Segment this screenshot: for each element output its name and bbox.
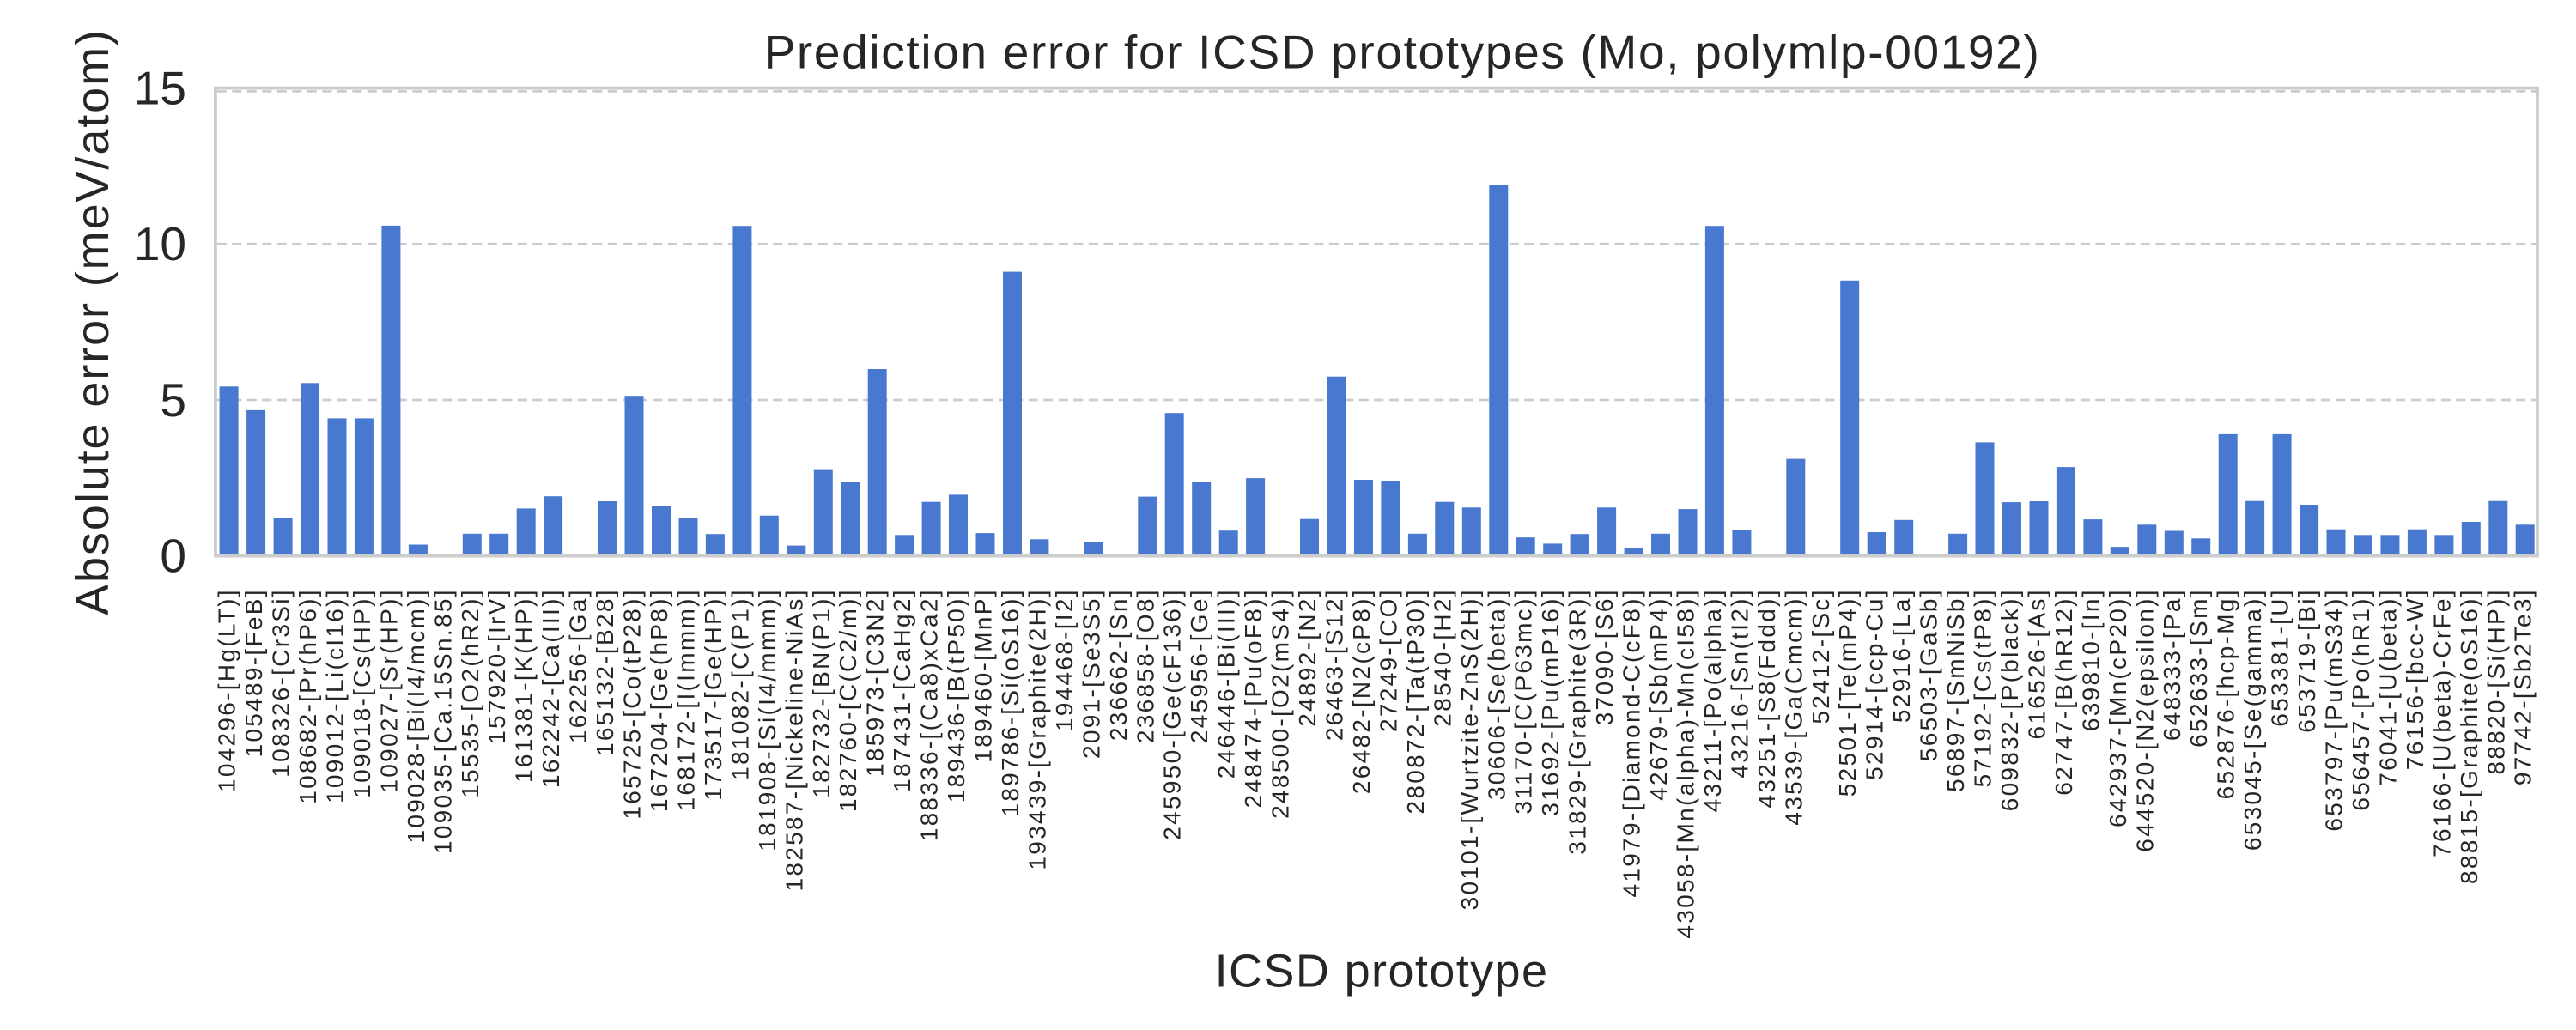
svg-text:248500-[O2(mS4)]: 248500-[O2(mS4)]: [1267, 588, 1294, 819]
svg-text:108682-[Pr(hP6)]: 108682-[Pr(hP6)]: [295, 588, 321, 804]
svg-text:162256-[Ga]: 162256-[Ga]: [565, 588, 592, 743]
svg-text:639810-[In]: 639810-[In]: [2077, 588, 2104, 731]
svg-text:182587-[Nickeline-NiAs]: 182587-[Nickeline-NiAs]: [781, 588, 807, 891]
svg-text:43058-[Mn(alpha)-Mn(cI58)]: 43058-[Mn(alpha)-Mn(cI58)]: [1673, 588, 1699, 938]
svg-text:43211-[Po(alpha)]: 43211-[Po(alpha)]: [1699, 588, 1726, 812]
svg-text:27249-[CO]: 27249-[CO]: [1375, 588, 1401, 732]
svg-text:105489-[FeB]: 105489-[FeB]: [240, 588, 267, 757]
svg-text:189460-[MnP]: 189460-[MnP]: [970, 588, 997, 763]
svg-text:42679-[Sb(mP4)]: 42679-[Sb(mP4)]: [1645, 588, 1672, 801]
svg-text:652633-[Sm]: 652633-[Sm]: [2185, 588, 2212, 748]
svg-text:109018-[Cs(HP)]: 109018-[Cs(HP)]: [349, 588, 375, 798]
svg-text:97742-[Sb2Te3]: 97742-[Sb2Te3]: [2510, 588, 2537, 785]
svg-text:181908-[Si(I4/mmm)]: 181908-[Si(I4/mmm)]: [754, 588, 781, 851]
svg-text:181082-[C(P1)]: 181082-[C(P1)]: [726, 588, 753, 780]
svg-text:245956-[Ge]: 245956-[Ge]: [1186, 588, 1212, 743]
svg-text:76166-[U(beta)-CrFe]: 76166-[U(beta)-CrFe]: [2428, 588, 2455, 857]
svg-text:187431-[CaHg2]: 187431-[CaHg2]: [889, 588, 915, 792]
svg-text:236662-[Sn]: 236662-[Sn]: [1105, 588, 1132, 741]
svg-text:246446-[Bi(III)]: 246446-[Bi(III)]: [1213, 588, 1240, 779]
svg-text:31829-[Graphite(3R)]: 31829-[Graphite(3R)]: [1564, 588, 1591, 855]
svg-text:185973-[C3N2]: 185973-[C3N2]: [862, 588, 889, 777]
svg-text:189786-[Si(oS16)]: 189786-[Si(oS16)]: [997, 588, 1024, 816]
svg-text:653719-[Bi]: 653719-[Bi]: [2293, 588, 2320, 733]
svg-text:165725-[Co(tP28)]: 165725-[Co(tP28)]: [619, 588, 646, 819]
svg-text:245950-[Ge(cF136)]: 245950-[Ge(cF136)]: [1159, 588, 1186, 840]
svg-text:648333-[Pa]: 648333-[Pa]: [2159, 588, 2185, 741]
svg-text:104296-[Hg(LT)]: 104296-[Hg(LT)]: [214, 588, 240, 792]
svg-text:Absolute error (meV/atom): Absolute error (meV/atom): [67, 28, 118, 615]
svg-text:182760-[C(C2/m)]: 182760-[C(C2/m)]: [835, 588, 861, 812]
svg-text:161381-[K(HP)]: 161381-[K(HP)]: [511, 588, 538, 783]
svg-text:109012-[Li(cI16)]: 109012-[Li(cI16)]: [322, 588, 349, 803]
svg-text:168172-[I(Immm)]: 168172-[I(Immm)]: [673, 588, 700, 810]
svg-text:88815-[Graphite(oS16)]: 88815-[Graphite(oS16)]: [2456, 588, 2482, 884]
svg-text:56503-[GaSb]: 56503-[GaSb]: [1916, 588, 1942, 761]
svg-text:76041-[U(beta)]: 76041-[U(beta)]: [2374, 588, 2401, 786]
svg-text:26463-[S12]: 26463-[S12]: [1321, 588, 1348, 741]
svg-text:656457-[Po(hR1)]: 656457-[Po(hR1)]: [2348, 588, 2374, 810]
svg-text:88820-[Si(HP)]: 88820-[Si(HP)]: [2482, 588, 2509, 774]
svg-text:653045-[Se(gamma)]: 653045-[Se(gamma)]: [2239, 588, 2266, 851]
svg-text:28540-[H2]: 28540-[H2]: [1429, 588, 1455, 727]
svg-text:188336-[(Ca8)xCa2]: 188336-[(Ca8)xCa2]: [916, 588, 943, 841]
svg-text:109035-[Ca.15Sn.85]: 109035-[Ca.15Sn.85]: [429, 588, 456, 854]
svg-text:Prediction error for ICSD prot: Prediction error for ICSD prototypes (Mo…: [764, 26, 2041, 79]
svg-text:52914-[ccp-Cu]: 52914-[ccp-Cu]: [1862, 588, 1888, 780]
svg-text:43539-[Ga(Cmcm)]: 43539-[Ga(Cmcm)]: [1780, 588, 1807, 825]
svg-text:2091-[Se3S5]: 2091-[Se3S5]: [1078, 588, 1104, 759]
svg-text:52916-[La]: 52916-[La]: [1888, 588, 1915, 723]
svg-text:644520-[N2(epsilon)]: 644520-[N2(epsilon)]: [2131, 588, 2158, 852]
svg-text:182732-[BN(P1)]: 182732-[BN(P1)]: [808, 588, 835, 798]
svg-text:26482-[N2(cP8)]: 26482-[N2(cP8)]: [1348, 588, 1375, 794]
svg-text:24892-[N2]: 24892-[N2]: [1294, 588, 1321, 727]
svg-text:157920-[IrV]: 157920-[IrV]: [483, 588, 510, 744]
svg-text:652876-[hcp-Mg]: 652876-[hcp-Mg]: [2213, 588, 2239, 799]
svg-text:ICSD prototype: ICSD prototype: [1215, 945, 1549, 997]
svg-text:41979-[Diamond-C(cF8)]: 41979-[Diamond-C(cF8)]: [1619, 588, 1645, 897]
svg-text:108326-[Cr3Si]: 108326-[Cr3Si]: [268, 588, 295, 778]
svg-text:52501-[Te(mP4)]: 52501-[Te(mP4)]: [1834, 588, 1861, 797]
svg-text:236858-[O8]: 236858-[O8]: [1132, 588, 1158, 743]
svg-text:10: 10: [134, 217, 186, 270]
svg-text:43251-[S8(Fddd)]: 43251-[S8(Fddd)]: [1753, 588, 1780, 808]
svg-text:609832-[P(black)]: 609832-[P(black)]: [1996, 588, 2023, 811]
svg-text:5: 5: [160, 373, 186, 427]
svg-text:280872-[Ta(tP30)]: 280872-[Ta(tP30)]: [1402, 588, 1429, 814]
svg-text:0: 0: [160, 530, 186, 583]
svg-text:30606-[Se(beta)]: 30606-[Se(beta)]: [1483, 588, 1510, 800]
svg-text:109028-[Bi(I4/mcm)]: 109028-[Bi(I4/mcm)]: [403, 588, 429, 843]
svg-text:642937-[Mn(cP20)]: 642937-[Mn(cP20)]: [2105, 588, 2131, 827]
svg-text:30101-[Wurtzite-ZnS(2H)]: 30101-[Wurtzite-ZnS(2H)]: [1456, 588, 1483, 910]
svg-text:62747-[B(hR12)]: 62747-[B(hR12)]: [2050, 588, 2077, 796]
svg-text:15535-[O2(hR2)]: 15535-[O2(hR2)]: [457, 588, 483, 798]
svg-text:173517-[Ge(HP)]: 173517-[Ge(HP)]: [700, 588, 726, 801]
svg-text:56897-[SmNiSb]: 56897-[SmNiSb]: [1942, 588, 1969, 792]
svg-text:189436-[B(tP50)]: 189436-[B(tP50)]: [943, 588, 969, 803]
svg-text:109027-[Sr(HP)]: 109027-[Sr(HP)]: [375, 588, 402, 792]
svg-text:31170-[C(P63mc)]: 31170-[C(P63mc)]: [1510, 588, 1537, 814]
svg-text:165132-[B28]: 165132-[B28]: [592, 588, 618, 756]
svg-text:193439-[Graphite(2H)]: 193439-[Graphite(2H)]: [1024, 588, 1050, 869]
svg-text:57192-[Cs(tP8)]: 57192-[Cs(tP8)]: [1970, 588, 1996, 787]
svg-text:616526-[As]: 616526-[As]: [2024, 588, 2050, 739]
svg-text:31692-[Pu(mP16)]: 31692-[Pu(mP16)]: [1537, 588, 1564, 816]
svg-text:194468-[I2]: 194468-[I2]: [1051, 588, 1078, 731]
svg-text:653797-[Pu(mS34)]: 653797-[Pu(mS34)]: [2321, 588, 2348, 831]
svg-text:167204-[Ge(hP8)]: 167204-[Ge(hP8)]: [646, 588, 672, 812]
svg-text:52412-[Sc]: 52412-[Sc]: [1807, 588, 1834, 724]
svg-text:37090-[S6]: 37090-[S6]: [1591, 588, 1618, 725]
svg-text:162242-[Ca(III)]: 162242-[Ca(III)]: [538, 588, 564, 788]
svg-text:76156-[bcc-W]: 76156-[bcc-W]: [2402, 588, 2428, 770]
svg-text:248474-[Pu(oF8)]: 248474-[Pu(oF8)]: [1240, 588, 1267, 808]
svg-text:43216-[Sn(tI2)]: 43216-[Sn(tI2)]: [1726, 588, 1753, 778]
svg-text:653381-[U]: 653381-[U]: [2267, 588, 2293, 727]
svg-text:15: 15: [134, 62, 186, 115]
